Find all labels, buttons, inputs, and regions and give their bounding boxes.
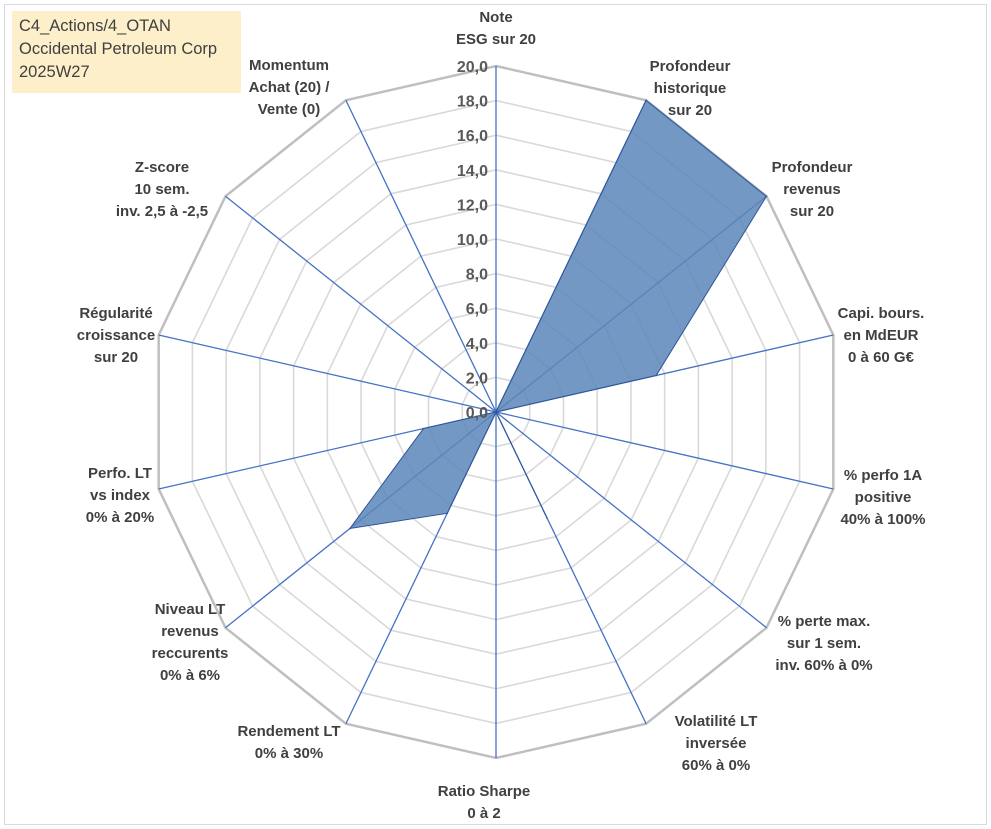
tick-label: 6,0 <box>466 301 488 318</box>
axis-label-13: Z-score 10 sem. inv. 2,5 à -2,5 <box>116 159 208 220</box>
tick-label: 4,0 <box>466 336 488 353</box>
axis-label-line: sur 20 <box>790 203 834 220</box>
axis-label-line: Momentum <box>249 57 329 74</box>
axis-label-12: Régularité croissance sur 20 <box>77 305 155 366</box>
title-line-3: 2025W27 <box>19 63 90 81</box>
axis-label-line: Ratio Sharpe <box>438 783 531 800</box>
axis-label-line: Z-score <box>135 159 189 176</box>
axis-label-layer: Note ESG sur 20 Profondeur historique sur 20… <box>77 9 926 822</box>
axis-label-line: % perfo 1A <box>844 467 923 484</box>
tick-label: 10,0 <box>457 232 488 249</box>
data-point-10 <box>349 527 351 530</box>
data-point-14 <box>495 411 497 413</box>
axis-label-line: 10 sem. <box>134 181 189 198</box>
tick-label: 20,0 <box>457 59 488 76</box>
data-point-2 <box>645 99 647 102</box>
axis-label-line: historique <box>654 80 727 97</box>
spoke-13 <box>225 195 497 413</box>
axis-label-line: Capi. bours. <box>838 305 925 322</box>
data-point-3 <box>765 195 768 198</box>
data-point-9 <box>446 512 449 515</box>
axis-label-line: inversée <box>686 735 747 752</box>
axis-label-line: 60% à 0% <box>682 757 750 774</box>
axis-label-line: positive <box>855 489 912 506</box>
axis-label-line: inv. 2,5 à -2,5 <box>116 203 208 220</box>
axis-label-line: 40% à 100% <box>840 511 925 528</box>
axis-label-11: Perfo. LT vs index 0% à 20% <box>86 465 154 526</box>
spoke-14 <box>345 99 497 413</box>
tick-label: 12,0 <box>457 197 488 214</box>
axis-label-line: Régularité <box>79 305 152 322</box>
axis-label-line: Volatilité LT <box>675 713 758 730</box>
axis-label-line: Niveau LT <box>155 601 226 618</box>
series-layer <box>348 99 768 530</box>
axis-label-3: Profondeur revenus sur 20 <box>772 159 853 220</box>
axis-label-8: Ratio Sharpe 0 à 2 <box>438 783 531 822</box>
axis-label-line: 0% à 30% <box>255 745 323 762</box>
axis-label-line: 0% à 6% <box>160 667 220 684</box>
axis-label-10: Niveau LT revenus reccurents 0% à 6% <box>152 601 229 684</box>
axis-label-line: sur 1 sem. <box>787 635 861 652</box>
axis-label-9: Rendement LT 0% à 30% <box>237 723 340 762</box>
axis-label-line: vs index <box>90 487 151 504</box>
tick-label-layer: 0,0 2,0 4,0 6,0 8,0 10,0 12,0 14,0 16,0 18,0 20,0 <box>457 59 488 422</box>
axis-label-line: Achat (20) / <box>249 79 331 96</box>
axis-label-line: 0% à 20% <box>86 509 154 526</box>
tick-label: 14,0 <box>457 163 488 180</box>
tick-label: 0,0 <box>466 405 488 422</box>
tick-label: 16,0 <box>457 128 488 145</box>
axis-label-line: revenus <box>783 181 841 198</box>
axis-label-line: en MdEUR <box>844 327 919 344</box>
axis-label-line: Profondeur <box>650 58 731 75</box>
axis-label-6: % perte max. sur 1 sem. inv. 60% à 0% <box>775 613 872 674</box>
axis-label-line: Perfo. LT <box>88 465 152 482</box>
axis-label-5: % perfo 1A positive 40% à 100% <box>840 467 925 528</box>
tick-label: 2,0 <box>466 370 488 387</box>
tick-label: 8,0 <box>466 267 488 284</box>
axis-label-line: reccurents <box>152 645 229 662</box>
axis-label-line: Rendement LT <box>237 723 340 740</box>
data-point-7 <box>546 517 548 519</box>
axis-label-line: Note <box>479 9 512 26</box>
axis-label-line: 0 à 60 G€ <box>848 349 915 366</box>
series-area <box>348 99 768 530</box>
axis-label-14: Momentum Achat (20) / Vente (0) <box>249 57 331 118</box>
axis-label-line: 0 à 2 <box>467 805 500 822</box>
axis-label-line: revenus <box>161 623 219 640</box>
axis-label-7: Volatilité LT inversée 60% à 0% <box>675 713 758 774</box>
axis-label-4: Capi. bours. en MdEUR 0 à 60 G€ <box>838 305 925 366</box>
axis-label-line: sur 20 <box>668 102 712 119</box>
title-box: C4_Actions/4_OTAN Occidental Petroleum C… <box>12 11 241 93</box>
axis-label-line: Vente (0) <box>258 101 321 118</box>
axis-label-line: inv. 60% à 0% <box>775 657 872 674</box>
axis-label-line: % perte max. <box>778 613 871 630</box>
spoke-5 <box>495 411 834 490</box>
axis-label-line: croissance <box>77 327 155 344</box>
spoke-12 <box>158 334 497 413</box>
axis-label-2: Profondeur historique sur 20 <box>650 58 731 119</box>
axis-label-1: Note ESG sur 20 <box>456 9 536 48</box>
tick-label: 18,0 <box>457 94 488 111</box>
data-point-11 <box>422 427 425 430</box>
axis-label-line: sur 20 <box>94 349 138 366</box>
axis-label-line: Profondeur <box>772 159 853 176</box>
spoke-6 <box>495 411 767 629</box>
data-point-4 <box>655 374 658 377</box>
title-line-2: Occidental Petroleum Corp <box>19 40 218 58</box>
axis-label-line: ESG sur 20 <box>456 31 536 48</box>
title-line-1: C4_Actions/4_OTAN <box>19 17 171 35</box>
